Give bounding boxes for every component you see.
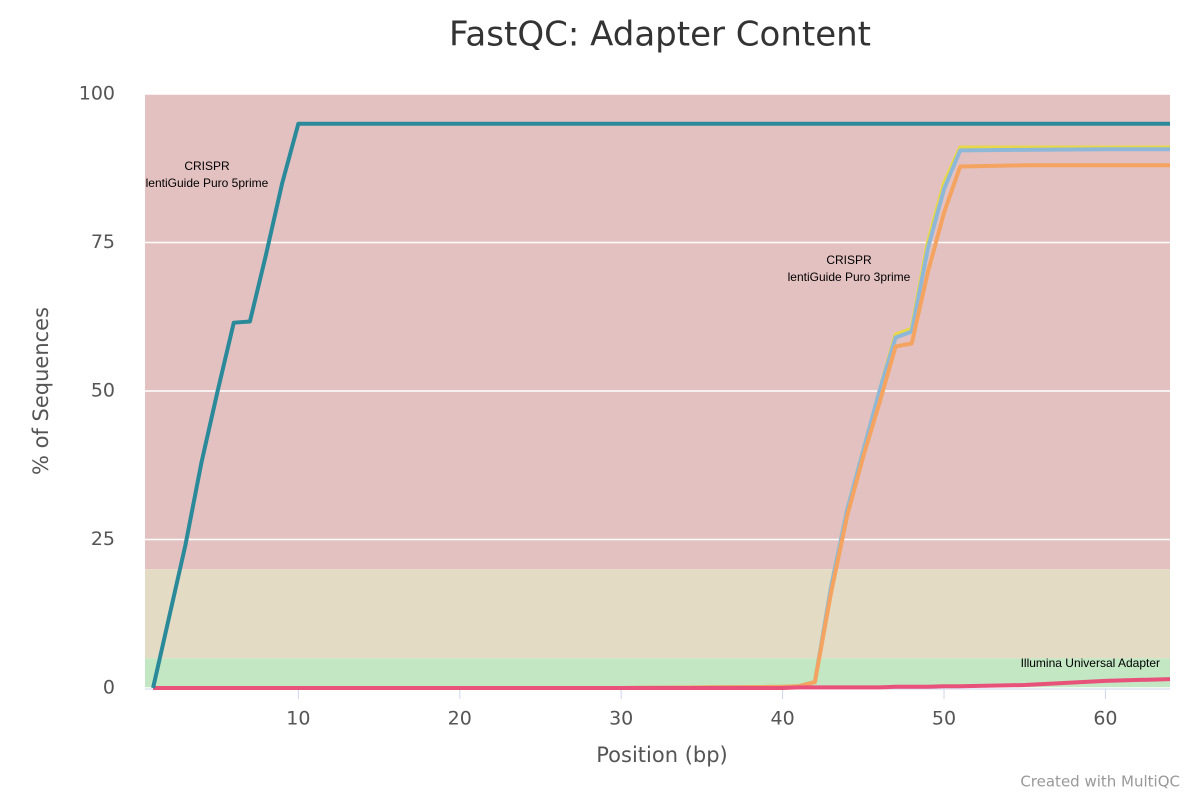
y-tick-label: 0 (103, 677, 115, 699)
credit: Created with MultiQC (1020, 773, 1180, 791)
y-tick-label: 25 (91, 528, 115, 550)
x-tick-label: 20 (448, 708, 472, 730)
annotation: Illumina Universal Adapter (1021, 656, 1160, 670)
plot-band (145, 94, 1170, 570)
plot-band (145, 569, 1170, 659)
y-tick-label: 100 (79, 83, 115, 105)
x-axis-label: Position (bp) (596, 743, 728, 767)
series-line (151, 121, 1170, 689)
series-line (153, 677, 1171, 690)
y-tick-label: 75 (91, 231, 115, 253)
y-tick-label: 50 (91, 380, 115, 402)
annotation: CRISPR (826, 253, 872, 267)
chart-title: FastQC: Adapter Content (449, 15, 871, 55)
annotation: lentiGuide Puro 3prime (788, 270, 911, 284)
annotation: lentiGuide Puro 5prime (146, 176, 269, 190)
x-tick-label: 40 (771, 708, 795, 730)
plot-band (145, 658, 1170, 688)
y-axis-label: % of Sequences (29, 307, 53, 475)
x-tick-label: 30 (609, 708, 633, 730)
x-tick-label: 10 (286, 708, 310, 730)
x-tick-label: 50 (932, 708, 956, 730)
x-tick-label: 60 (1093, 708, 1117, 730)
annotation: CRISPR (184, 159, 230, 173)
